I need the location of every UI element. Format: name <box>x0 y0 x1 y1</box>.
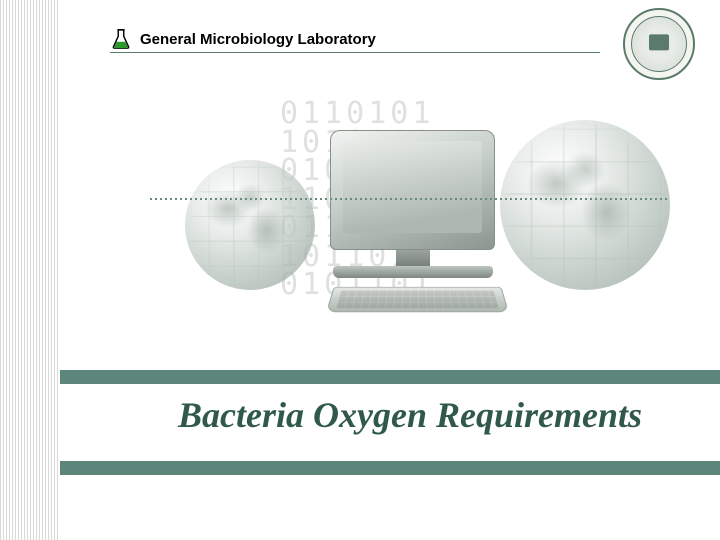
dotted-divider <box>150 198 670 200</box>
slide-title: Bacteria Oxygen Requirements <box>60 394 720 436</box>
title-band-top <box>60 370 720 384</box>
globe-right-icon <box>500 120 670 290</box>
computer-monitor-icon <box>330 130 495 315</box>
globe-left-icon <box>185 160 315 290</box>
title-band: Bacteria Oxygen Requirements <box>0 370 720 475</box>
header: General Microbiology Laboratory <box>110 28 376 50</box>
header-title: General Microbiology Laboratory <box>140 31 376 48</box>
title-band-bottom <box>60 461 720 475</box>
header-underline <box>110 52 600 53</box>
flask-icon <box>110 28 132 50</box>
hero-graphic: 0110101 1010110 0101101 1101010 0110110 … <box>150 70 650 350</box>
